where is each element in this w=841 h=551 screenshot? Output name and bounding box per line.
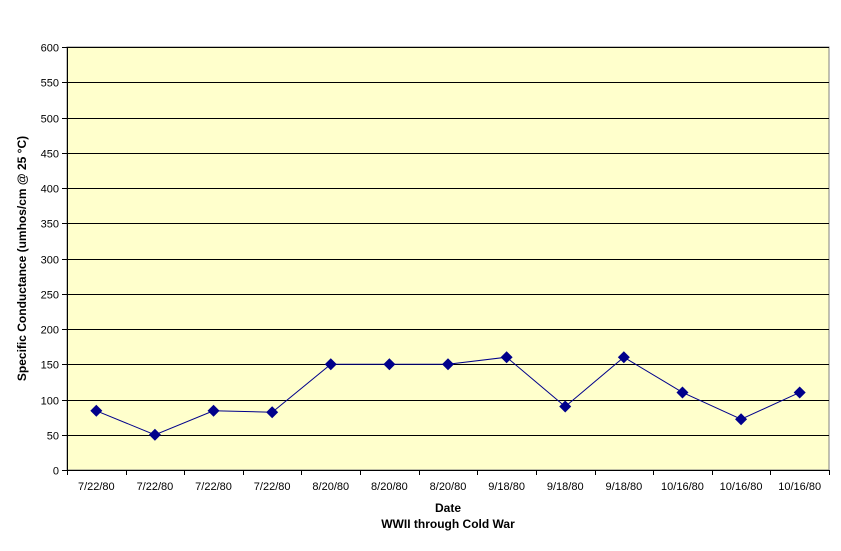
data-point (207, 404, 220, 417)
x-tick-label: 8/20/80 (371, 481, 408, 493)
data-point (266, 406, 279, 419)
data-point (500, 351, 513, 364)
data-point (442, 358, 454, 371)
data-point (148, 428, 161, 441)
data-point (735, 413, 748, 426)
axes: 0 50 100 150 200 250 300 350 400 450 500 550 600 7/22… (41, 43, 830, 493)
x-tick-label: 9/18/80 (488, 481, 525, 493)
y-axis-title: Specific Conductance (umhos/cm @ 25 °C) (15, 136, 29, 381)
series (90, 351, 806, 441)
data-point (676, 386, 689, 399)
y-tick-label: 250 (41, 290, 59, 302)
y-tick-label: 300 (41, 255, 59, 267)
y-tick-label: 450 (41, 149, 59, 161)
x-tick-label: 7/22/80 (254, 481, 291, 493)
y-tick-label: 500 (41, 114, 59, 126)
y-tick-label: 50 (47, 431, 59, 443)
x-tick-label: 8/20/80 (312, 481, 349, 493)
plot-area (66, 46, 830, 471)
data-point (617, 351, 630, 364)
y-tick-label: 150 (41, 360, 59, 372)
data-point (793, 386, 806, 399)
x-axis-title: Date (435, 501, 461, 515)
y-tick-label: 200 (41, 325, 59, 337)
chart-subtitle: WWII through Cold War (381, 517, 515, 531)
x-tick-label: 10/16/80 (661, 481, 704, 493)
data-point (559, 400, 572, 413)
data-point (324, 358, 337, 371)
y-tick-label: 100 (41, 396, 59, 408)
x-tick-label: 7/22/80 (137, 481, 174, 493)
y-tick-label: 550 (41, 78, 59, 90)
data-point (90, 404, 103, 417)
y-tick-label: 600 (41, 43, 59, 55)
y-tick-label: 350 (41, 219, 59, 231)
x-tick-label: 9/18/80 (547, 481, 584, 493)
x-tick-label: 8/20/80 (430, 481, 467, 493)
x-tick-label: 10/16/80 (720, 481, 763, 493)
x-tick-label: 10/16/80 (778, 481, 821, 493)
data-point (383, 358, 396, 371)
gridlines (67, 47, 829, 436)
x-tick-label: 7/22/80 (195, 481, 232, 493)
x-tick-label: 7/22/80 (78, 481, 115, 493)
y-tick-label: 400 (41, 184, 59, 196)
x-tick-label: 9/18/80 (605, 481, 642, 493)
y-tick-label: 0 (53, 466, 59, 478)
